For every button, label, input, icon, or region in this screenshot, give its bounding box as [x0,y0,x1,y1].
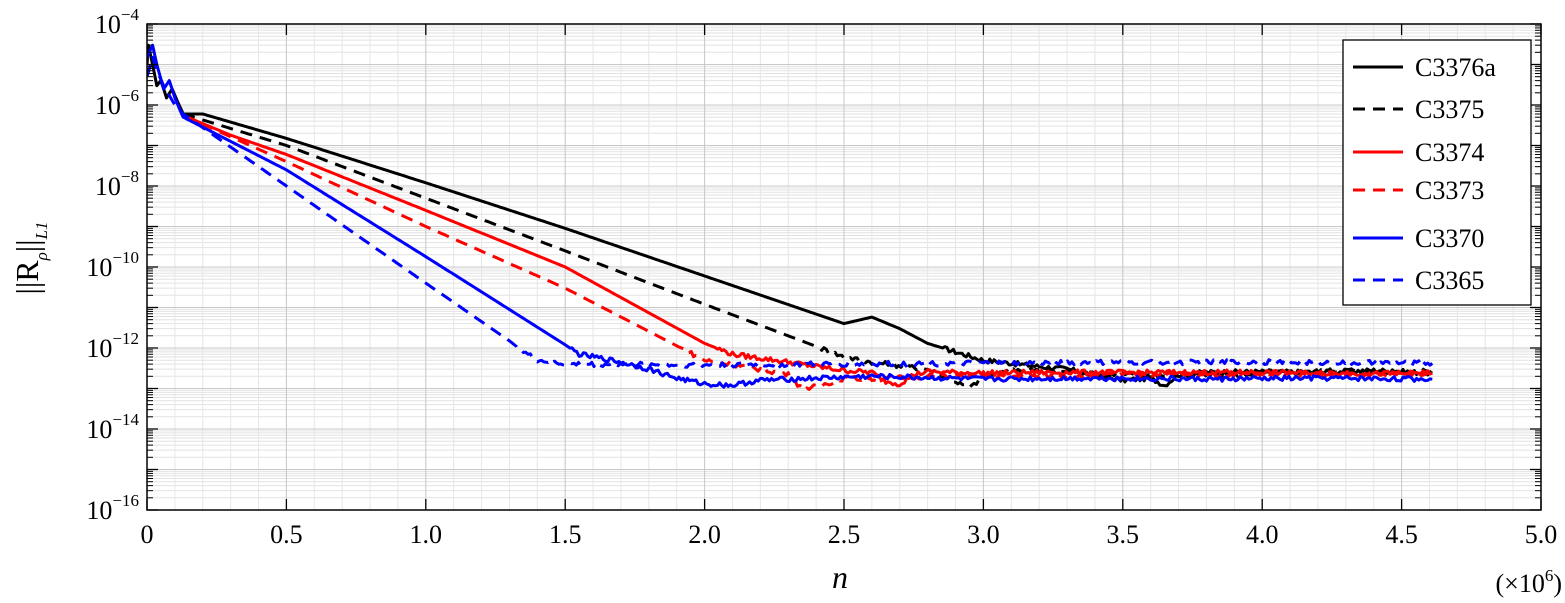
legend-label-c3375: C3375 [1415,95,1484,124]
x-tick-label: 0.5 [270,520,303,549]
x-tick-label: 2.5 [828,520,861,549]
legend-label-c3370: C3370 [1415,224,1484,253]
series-line-c3365 [147,55,1434,369]
legend-label-c3365: C3365 [1415,266,1484,295]
y-tick-labels: 10−4 10−6 10−8 10−10 10−12 10−14 10−16 [86,5,139,525]
x-tick-label: 4.5 [1385,520,1418,549]
series-line-c3376a [147,43,1433,388]
y-tick-label: 10−10 [86,248,139,282]
legend-box [1342,39,1532,306]
y-tick-label: 10−8 [95,167,139,201]
x-tick-label: 1.5 [549,520,582,549]
series-line-c3374 [182,114,1433,388]
x-tick-label: 3.5 [1107,520,1140,549]
y-axis-title: ||Rρ||L1 [9,221,51,294]
x-tick-labels: 0 0.5 1.0 1.5 2.0 2.5 3.0 3.5 4.0 4.5 5.0 [141,520,1558,549]
series-line-c3375 [182,112,1433,390]
y-tick-label: 10−14 [86,410,139,444]
x-tick-label: 3.0 [967,520,1000,549]
y-tick-label: 10−12 [86,329,139,363]
x-tick-label: 5.0 [1525,520,1558,549]
x-tick-label: 4.0 [1246,520,1279,549]
legend-label-c3373: C3373 [1415,176,1484,205]
x-tick-label: 1.0 [410,520,443,549]
x-tick-label: 2.0 [688,520,721,549]
series-line-c3373 [182,114,1433,392]
y-tick-label: 10−4 [95,5,140,39]
legend-label-c3374: C3374 [1415,138,1484,167]
y-tick-label: 10−16 [86,491,139,525]
axis-ticks [146,23,1542,511]
x-tick-label: 0 [141,520,154,549]
legend-label-c3376a: C3376a [1415,53,1496,82]
y-tick-label: 10−6 [95,86,139,120]
series-line-c3370 [147,43,1433,389]
series-lines [147,43,1434,392]
x-axis-title: n [832,559,848,595]
major-grid [146,23,1542,511]
legend: C3376a C3375 C3374 C3373 C3370 C3365 [1342,39,1532,306]
x-multiplier: (×106) [1496,566,1563,598]
